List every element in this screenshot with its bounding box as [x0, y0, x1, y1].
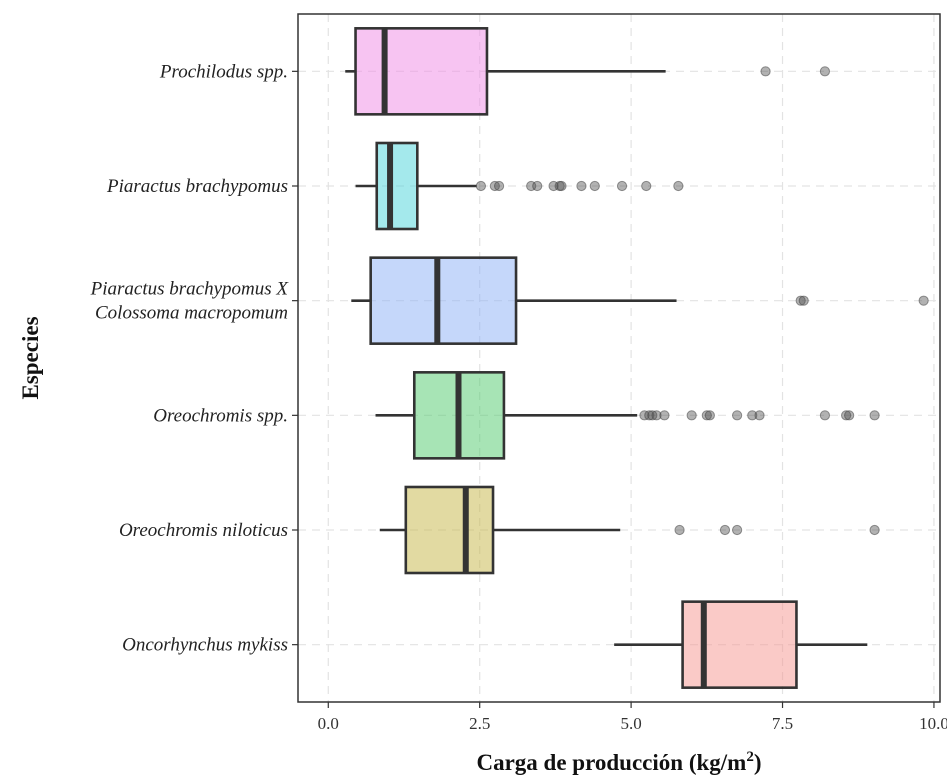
box-iqr [404, 485, 495, 575]
outlier-point [747, 410, 758, 421]
boxplot-group [379, 485, 621, 575]
x-axis-title-unit-close: ) [754, 750, 762, 775]
x-axis-ticks: 0.0 2.5 5.0 7.5 10.0 [318, 702, 947, 733]
outlier-layer [475, 66, 929, 536]
outlier-point [918, 295, 929, 306]
x-tick-label: 0.0 [318, 714, 339, 733]
outlier-point [869, 410, 880, 421]
boxplot-group [614, 600, 868, 689]
y-category-label-line: Piaractus brachypomus X [90, 279, 290, 300]
outlier-point [673, 180, 684, 192]
box-iqr [354, 27, 489, 116]
outlier-point [719, 524, 731, 536]
y-category-label: Piaractus brachypomus X Colossoma macropo… [90, 279, 290, 324]
outlier-point [659, 410, 670, 421]
outlier-point [732, 524, 743, 536]
panel-border [297, 13, 941, 703]
x-axis-title: Carga de producción (kg/m2) [476, 749, 761, 775]
outlier-point [616, 180, 628, 192]
y-category-label: Prochilodus spp. [159, 61, 288, 82]
boxplot-group [355, 141, 477, 231]
boxplot-group [375, 371, 638, 460]
box-iqr [375, 141, 419, 231]
box-iqr [369, 256, 518, 345]
box-layer [345, 27, 868, 689]
outlier-point [701, 410, 712, 421]
y-category-label: Oreochromis spp. [153, 405, 288, 426]
x-tick-label: 2.5 [469, 714, 490, 733]
outlier-point [795, 295, 806, 306]
outlier-point [686, 410, 697, 421]
outlier-point [704, 410, 715, 421]
y-category-label-line: Oreochromis spp. [153, 405, 288, 426]
outlier-point [819, 410, 831, 421]
outlier-point [819, 66, 831, 77]
outlier-point [532, 180, 543, 192]
y-category-label-line: Prochilodus spp. [159, 61, 288, 82]
boxplot-group [351, 256, 677, 345]
x-axis-title-main: Carga de producción [476, 750, 688, 775]
y-category-label: Oncorhynchus mykiss [122, 635, 288, 656]
outlier-point [589, 180, 600, 192]
grid-layer [298, 14, 940, 702]
outlier-point [760, 66, 771, 77]
x-axis-title-unit-sup: 2 [746, 749, 754, 765]
outlier-point [641, 180, 652, 192]
y-category-label-line: Colossoma macropomum [95, 303, 288, 324]
outlier-point [644, 410, 655, 421]
x-tick-label: 7.5 [772, 714, 793, 733]
outlier-point [493, 180, 505, 192]
outlier-point [651, 410, 662, 421]
x-tick-label: 10.0 [919, 714, 947, 733]
boxplot-group [345, 27, 666, 116]
x-tick-label: 5.0 [620, 714, 641, 733]
y-category-label: Piaractus brachypomus [106, 176, 288, 197]
outlier-point [844, 410, 855, 421]
y-axis-categories: Prochilodus spp. Piaractus brachypomus Pia… [90, 61, 298, 656]
outlier-point [841, 410, 852, 421]
box-iqr [681, 600, 798, 689]
outlier-point [576, 180, 587, 192]
outlier-point [798, 295, 809, 306]
outlier-point [754, 410, 765, 421]
x-axis-title-unit-open: (kg/m [689, 750, 747, 775]
outlier-point [674, 524, 685, 536]
y-category-label-line: Oncorhynchus mykiss [122, 635, 288, 656]
y-axis-title: Especies [18, 316, 43, 399]
outlier-point [475, 180, 487, 192]
y-category-label: Oreochromis niloticus [119, 520, 288, 541]
y-category-label-line: Oreochromis niloticus [119, 520, 288, 541]
outlier-point [556, 180, 567, 192]
outlier-point [869, 524, 880, 536]
y-category-label-line: Piaractus brachypomus [106, 176, 288, 197]
outlier-point [732, 410, 743, 421]
